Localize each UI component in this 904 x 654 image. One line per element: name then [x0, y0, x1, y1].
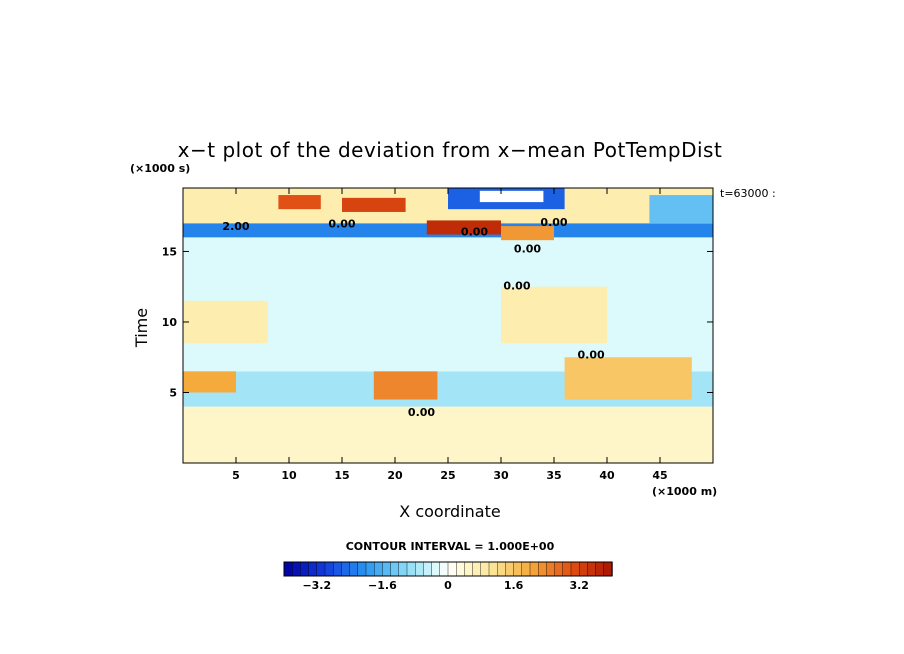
heatmap-region-10 [501, 226, 554, 241]
heatmap-region-9 [426, 220, 501, 235]
contour-interval-label: CONTOUR INTERVAL = 1.000E+00 [345, 540, 555, 553]
colorbar-frame [283, 561, 613, 577]
colorbar-tick-label-0: −3.2 [302, 579, 331, 592]
colorbar-segment-39 [603, 561, 613, 577]
colorbar-segment-21 [456, 561, 466, 577]
y-tick-label-1: 10 [162, 316, 178, 329]
colorbar-segment-35 [570, 561, 580, 577]
colorbar-tick-label-3: 1.6 [504, 579, 524, 592]
colorbar-segment-31 [538, 561, 548, 577]
colorbar-segment-17 [423, 561, 433, 577]
x-tick-label-2: 15 [334, 469, 349, 482]
colorbar-tick-label-1: −1.6 [368, 579, 397, 592]
colorbar-segment-4 [316, 561, 326, 577]
colorbar-segment-34 [562, 561, 572, 577]
contour-label-4: 0.00 [514, 243, 541, 256]
colorbar-segment-10 [365, 561, 375, 577]
colorbar-segment-16 [415, 561, 425, 577]
contour-labels: 2.00 0.00 0.00 0.00 0.00 0.00 0.00 0.00 [222, 216, 605, 419]
x-tick-label-6: 35 [546, 469, 561, 482]
x-axis-unit: (×1000 m) [652, 485, 718, 498]
colorbar-segment-24 [480, 561, 490, 577]
colorbar-segment-32 [546, 561, 556, 577]
contour-label-0: 2.00 [222, 220, 249, 233]
colorbar-ticks: −3.2 −1.6 0 1.6 3.2 [302, 579, 589, 592]
heatmap-region-11 [183, 371, 236, 393]
colorbar-segment-2 [300, 561, 310, 577]
colorbar-segment-27 [505, 561, 515, 577]
contour-label-3: 0.00 [540, 216, 567, 229]
colorbar-segment-13 [390, 561, 400, 577]
heatmap-region-2 [183, 237, 713, 372]
colorbar-segment-8 [349, 561, 359, 577]
colorbar-segment-15 [406, 561, 416, 577]
colorbar-segment-25 [488, 561, 498, 577]
colorbar-segment-14 [398, 561, 408, 577]
heatmap-region-13 [564, 357, 692, 400]
colorbar-tick-label-4: 3.2 [569, 579, 589, 592]
x-tick-label-1: 10 [281, 469, 297, 482]
contour-label-6: 0.00 [578, 348, 605, 361]
colorbar-segment-33 [554, 561, 564, 577]
heatmap-region-8 [342, 197, 406, 212]
x-tick-label-7: 40 [599, 469, 615, 482]
heatmap-regions [183, 188, 713, 463]
heatmap-region-0 [183, 406, 713, 463]
colorbar-segment-19 [439, 561, 449, 577]
colorbar-segment-3 [308, 561, 318, 577]
colorbar-segment-7 [341, 561, 351, 577]
x-axis-label: X coordinate [399, 502, 501, 521]
colorbar-segment-12 [382, 561, 392, 577]
x-ticks: 5 10 15 20 25 30 35 40 45 [232, 188, 668, 482]
colorbar-segment-28 [513, 561, 523, 577]
colorbar-segment-1 [292, 561, 302, 577]
colorbar-segment-20 [447, 561, 457, 577]
colorbar-segment-29 [521, 561, 531, 577]
heatmap-region-16 [649, 195, 713, 224]
heatmap-region-15 [183, 300, 268, 344]
y-ticks: 5 10 15 [162, 245, 713, 399]
contour-label-7: 0.00 [408, 406, 435, 419]
chart-title: x−t plot of the deviation from x−mean Po… [177, 138, 723, 162]
colorbar-segment-18 [431, 561, 441, 577]
x-tick-label-3: 20 [387, 469, 403, 482]
time-tag: t=63000 : [720, 187, 776, 200]
contour-label-5: 0.00 [503, 279, 530, 292]
contour-label-1: 0.00 [328, 217, 355, 230]
colorbar-segment-5 [324, 561, 334, 577]
heatmap-region-6 [479, 190, 544, 203]
x-tick-label-8: 45 [652, 469, 667, 482]
x-tick-label-5: 30 [493, 469, 509, 482]
colorbar-segment-37 [587, 561, 597, 577]
heatmap-region-12 [373, 371, 438, 400]
colorbar-tick-label-2: 0 [444, 579, 452, 592]
colorbar-segment-9 [357, 561, 367, 577]
heatmap-region-7 [278, 195, 321, 210]
colorbar-segment-22 [464, 561, 474, 577]
x-tick-label-0: 5 [232, 469, 240, 482]
colorbar-segment-36 [579, 561, 589, 577]
colorbar-segment-23 [472, 561, 482, 577]
colorbar-segment-6 [333, 561, 343, 577]
contour-label-2: 0.00 [461, 226, 488, 239]
colorbar [283, 561, 613, 577]
y-tick-label-0: 5 [169, 386, 177, 399]
colorbar-segment-0 [283, 561, 293, 577]
colorbar-segment-11 [374, 561, 384, 577]
y-axis-unit: (×1000 s) [130, 162, 191, 175]
y-tick-label-2: 15 [162, 245, 177, 258]
x-tick-label-4: 25 [440, 469, 455, 482]
colorbar-segment-26 [497, 561, 507, 577]
colorbar-segment-38 [595, 561, 605, 577]
heatmap-region-14 [501, 286, 607, 344]
colorbar-segment-30 [529, 561, 539, 577]
